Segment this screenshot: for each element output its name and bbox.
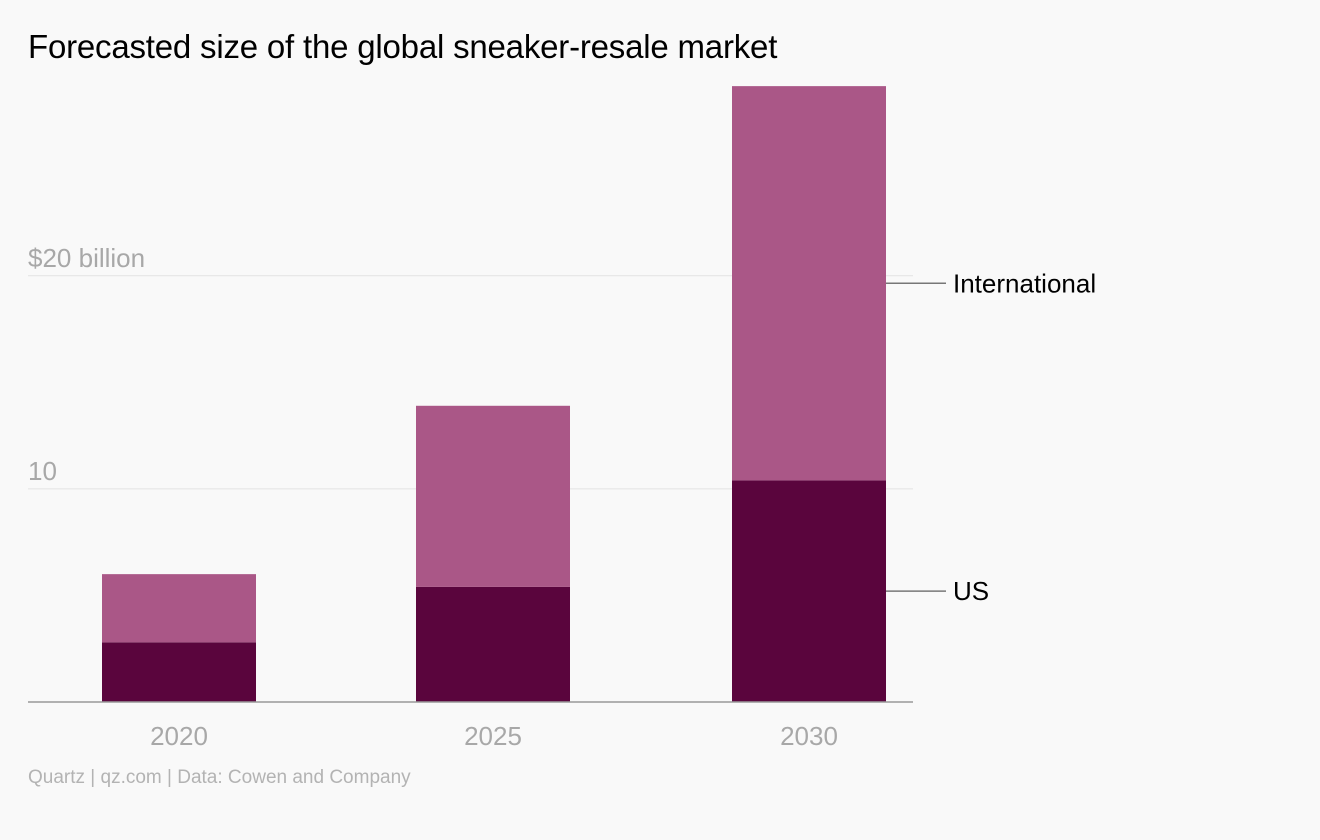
bar-2020-international xyxy=(102,574,256,643)
chart-title: Forecasted size of the global sneaker-re… xyxy=(28,28,778,65)
x-tick-label-2030: 2030 xyxy=(780,721,838,751)
gridlines: 10 $20 billion xyxy=(28,243,913,490)
series-label-international: International xyxy=(953,268,1096,298)
bar-2020-us xyxy=(102,642,256,702)
source-note: Quartz | qz.com | Data: Cowen and Compan… xyxy=(28,767,411,788)
bar-2030-international xyxy=(732,86,886,481)
series-label-us: US xyxy=(953,576,989,606)
bar-2025-international xyxy=(416,405,570,587)
stacked-bar-chart: 10 $20 billion 2020 2025 2030 US Internation… xyxy=(28,86,1096,751)
y-tick-label-10: 10 xyxy=(28,456,57,486)
x-tick-label-2020: 2020 xyxy=(150,721,208,751)
bars xyxy=(102,86,886,702)
bar-2025-us xyxy=(416,586,570,702)
y-tick-label-20: $20 billion xyxy=(28,243,145,273)
series-labels: US International xyxy=(886,268,1096,606)
axes: 2020 2025 2030 xyxy=(28,701,913,751)
bar-2030-us xyxy=(732,480,886,702)
x-tick-label-2025: 2025 xyxy=(464,721,522,751)
